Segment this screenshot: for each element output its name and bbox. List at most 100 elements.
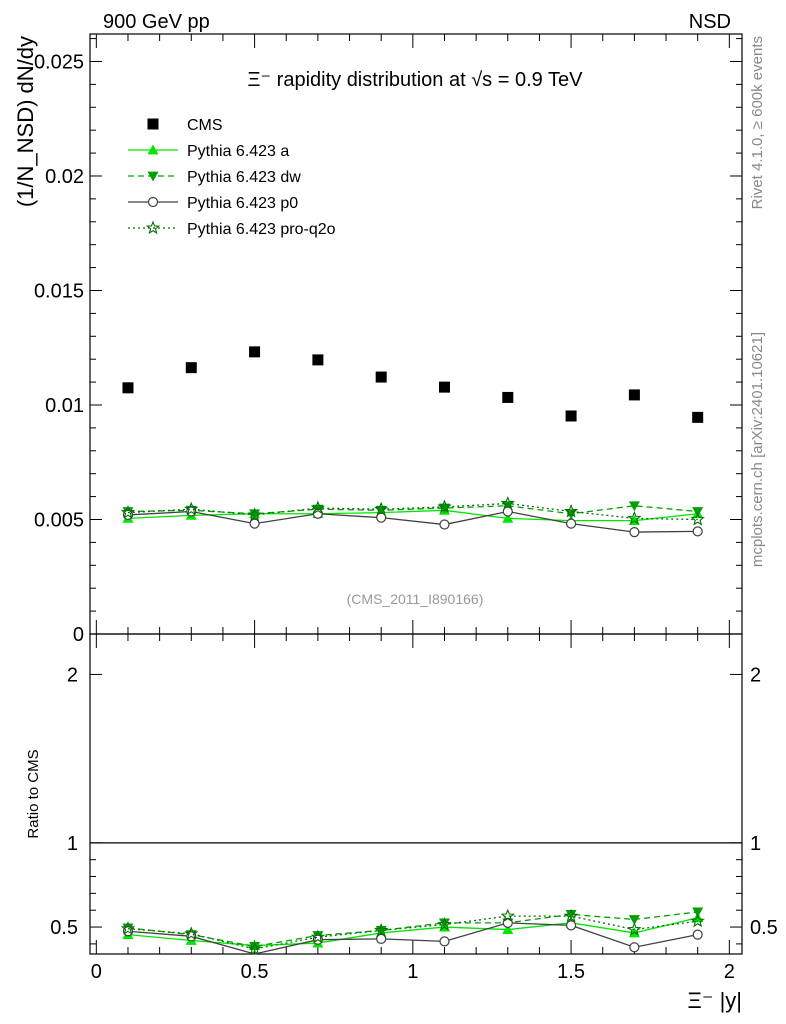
data-point-cms xyxy=(565,410,577,422)
y-tick-label: 0.015 xyxy=(34,280,84,302)
y-tick-label: 0.005 xyxy=(34,509,84,531)
data-point-pythia-6-423-pro-q2o xyxy=(690,511,705,526)
y-tick-label: 0 xyxy=(73,624,84,646)
data-point-cms xyxy=(628,389,640,401)
data-point-pythia-6-423-pro-q2o xyxy=(627,510,642,525)
data-point-cms xyxy=(502,391,514,403)
ratio-tick-label-right: 2 xyxy=(750,664,761,686)
data-point-pythia-6-423-pro-q2o xyxy=(500,495,515,510)
ratio-line-pythia-6-423-a xyxy=(127,917,698,947)
data-point-cms xyxy=(249,346,261,358)
data-point-pythia-6-423-p0 xyxy=(376,512,387,523)
ratio-point-pythia-6-423-dw xyxy=(438,918,450,929)
data-point-pythia-6-423-p0 xyxy=(502,506,513,517)
x-tick-label: 0.5 xyxy=(241,961,269,983)
data-point-cms xyxy=(185,362,197,374)
data-point-cms xyxy=(312,354,324,366)
data-point-cms xyxy=(438,381,450,393)
ratio-tick-label-right: 1 xyxy=(750,833,761,855)
series-line-pythia-6-423-pro-q2o xyxy=(127,502,698,521)
legend-marker-cms xyxy=(147,118,159,130)
legend-marker-pythia-6-423-dw xyxy=(147,171,159,182)
data-point-cms xyxy=(122,382,134,394)
data-point-pythia-6-423-pro-q2o xyxy=(310,500,326,515)
ratio-point-pythia-6-423-p0 xyxy=(565,920,577,931)
ratio-point-pythia-6-423-p0 xyxy=(692,929,703,940)
data-point-pythia-6-423-p0 xyxy=(692,526,703,537)
ratio-line-pythia-6-423-dw xyxy=(127,911,698,948)
x-axis-label: Ξ⁻ |y| xyxy=(688,988,742,1013)
main-series-group xyxy=(120,346,705,538)
x-tick-label: 1.5 xyxy=(557,961,585,983)
data-point-cms xyxy=(375,371,387,383)
ratio-point-pythia-6-423-dw xyxy=(692,907,704,918)
data-point-cms xyxy=(692,411,704,423)
ratio-point-pythia-6-423-pro-q2o xyxy=(690,913,705,928)
ratio-point-pythia-6-423-dw xyxy=(565,910,577,920)
analysis-watermark: (CMS_2011_I890166) xyxy=(347,591,484,607)
ratio-point-pythia-6-423-p0 xyxy=(439,936,450,947)
ratio-tick-label: 1 xyxy=(67,833,78,855)
y-tick-label: 0.02 xyxy=(45,166,84,188)
x-tick-label: 2 xyxy=(724,961,735,983)
data-point-pythia-6-423-pro-q2o xyxy=(184,501,199,516)
ratio-axis-label: Ratio to CMS xyxy=(25,749,42,838)
series-line-pythia-6-423-dw xyxy=(127,505,698,515)
ratio-point-pythia-6-423-pro-q2o xyxy=(184,926,199,940)
ratio-point-pythia-6-423-pro-q2o xyxy=(437,917,452,931)
ratio-point-pythia-6-423-pro-q2o xyxy=(247,941,262,956)
header-left: 900 GeV pp xyxy=(103,11,210,33)
ratio-tick-label: 0.5 xyxy=(50,917,78,939)
ratio-point-pythia-6-423-pro-q2o xyxy=(310,929,326,944)
ratio-point-pythia-6-423-dw xyxy=(628,915,640,925)
y-axis-tick-labels: 0 0.005 0.01 0.015 0.02 0.025 xyxy=(34,51,84,646)
data-point-pythia-6-423-a xyxy=(502,512,514,523)
legend-label-pythia-6-423-p0: Pythia 6.423 p0 xyxy=(187,195,298,212)
ratio-tick-label-right: 0.5 xyxy=(750,917,778,939)
x-tick-label: 0 xyxy=(91,961,102,983)
data-point-pythia-6-423-pro-q2o xyxy=(437,499,452,513)
ratio-point-pythia-6-423-pro-q2o xyxy=(627,922,642,936)
rivet-label: Rivet 4.1.0, ≥ 600k events xyxy=(749,36,766,209)
data-point-pythia-6-423-p0 xyxy=(629,526,640,538)
data-point-pythia-6-423-dw xyxy=(628,501,640,512)
legend-label-pythia-6-423-pro-q2o: Pythia 6.423 pro-q2o xyxy=(187,221,336,238)
data-point-pythia-6-423-p0 xyxy=(565,518,577,529)
x-axis-ticks xyxy=(95,34,730,954)
data-point-pythia-6-423-pro-q2o xyxy=(120,505,136,519)
legend-label-pythia-6-423-a: Pythia 6.423 a xyxy=(187,143,289,160)
data-point-pythia-6-423-p0 xyxy=(249,518,260,529)
data-point-pythia-6-423-pro-q2o xyxy=(374,501,389,516)
x-tick-label: 1 xyxy=(407,961,418,983)
legend-label-pythia-6-423-dw: Pythia 6.423 dw xyxy=(187,169,301,186)
legend-marker-pythia-6-423-p0 xyxy=(147,196,159,208)
main-axis-ticks xyxy=(90,38,742,635)
legend-marker-pythia-6-423-pro-q2o xyxy=(145,220,161,235)
legend-label-cms: CMS xyxy=(187,117,223,134)
ratio-axis-ticks xyxy=(90,673,742,945)
ratio-plot-frame xyxy=(89,633,743,955)
y-axis-label: (1/N_NSD) dN/dy xyxy=(13,36,38,207)
ratio-point-pythia-6-423-p0 xyxy=(376,933,387,944)
ratio-series-group xyxy=(120,907,705,956)
data-point-pythia-6-423-pro-q2o xyxy=(563,503,579,518)
ratio-point-pythia-6-423-p0 xyxy=(629,942,640,953)
header-right: NSD xyxy=(689,11,731,33)
legend-marker-pythia-6-423-a xyxy=(147,144,159,155)
data-point-pythia-6-423-dw xyxy=(375,505,387,516)
mcplots-label: mcplots.cern.ch [arXiv:2401.10621] xyxy=(749,332,766,567)
ratio-point-pythia-6-423-pro-q2o xyxy=(563,908,579,923)
chart-title: Ξ⁻ rapidity distribution at √s = 0.9 TeV xyxy=(248,69,584,91)
y-tick-label: 0.01 xyxy=(45,395,84,417)
data-point-pythia-6-423-p0 xyxy=(439,519,450,530)
ratio-point-pythia-6-423-pro-q2o xyxy=(120,921,136,935)
legend: CMS Pythia 6.423 a Pythia 6.423 dw Pythia 6… xyxy=(128,117,336,238)
data-point-pythia-6-423-pro-q2o xyxy=(247,507,262,521)
ratio-line-pythia-6-423-p0 xyxy=(127,922,698,955)
y-tick-label: 0.025 xyxy=(34,51,84,73)
ratio-point-pythia-6-423-a xyxy=(502,924,514,934)
ratio-tick-label: 2 xyxy=(67,664,78,686)
ratio-point-pythia-6-423-pro-q2o xyxy=(500,908,515,923)
ratio-point-pythia-6-423-pro-q2o xyxy=(374,922,389,937)
